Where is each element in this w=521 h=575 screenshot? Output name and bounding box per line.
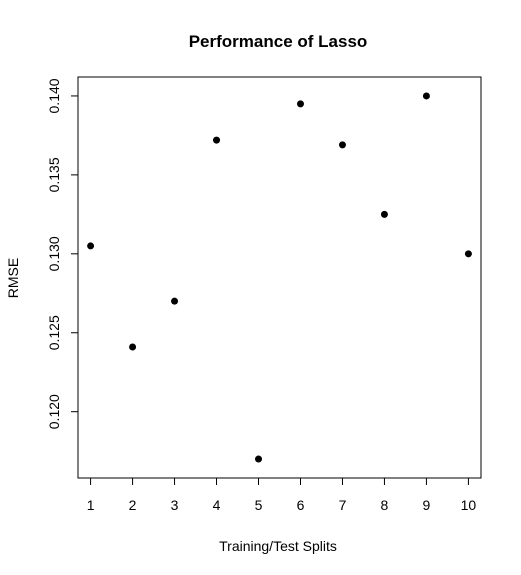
- x-tick-label: 7: [339, 497, 347, 513]
- x-tick-label: 3: [171, 497, 179, 513]
- x-tick-label: 6: [297, 497, 305, 513]
- x-axis: 1 2 3 4 5 6 7 8 9 10: [87, 478, 477, 513]
- data-point: [255, 455, 263, 463]
- data-point: [464, 250, 472, 258]
- y-tick-label: 0.125: [46, 315, 62, 350]
- x-tick-label: 2: [129, 497, 137, 513]
- x-tick-label: 4: [213, 497, 221, 513]
- chart-title: Performance of Lasso: [189, 32, 368, 51]
- x-tick-label: 9: [423, 497, 431, 513]
- data-points: [87, 92, 472, 463]
- y-axis: 0.120 0.125 0.130 0.135 0.140: [46, 78, 78, 429]
- x-tick-label: 10: [461, 497, 477, 513]
- y-tick-label: 0.130: [46, 236, 62, 271]
- data-point: [380, 210, 388, 218]
- y-tick-label: 0.120: [46, 394, 62, 429]
- data-point: [213, 136, 221, 144]
- x-tick-label: 8: [381, 497, 389, 513]
- y-tick-label: 0.135: [46, 157, 62, 192]
- data-point: [129, 343, 137, 351]
- data-point: [87, 242, 95, 250]
- y-tick-label: 0.140: [46, 78, 62, 113]
- data-point: [338, 141, 346, 149]
- data-point: [171, 297, 179, 305]
- data-point: [296, 100, 304, 108]
- plot-frame: [77, 76, 482, 479]
- data-point: [422, 92, 430, 100]
- y-axis-label: RMSE: [5, 258, 21, 298]
- x-tick-label: 1: [87, 497, 95, 513]
- x-axis-label: Training/Test Splits: [219, 538, 337, 554]
- x-tick-label: 5: [255, 497, 263, 513]
